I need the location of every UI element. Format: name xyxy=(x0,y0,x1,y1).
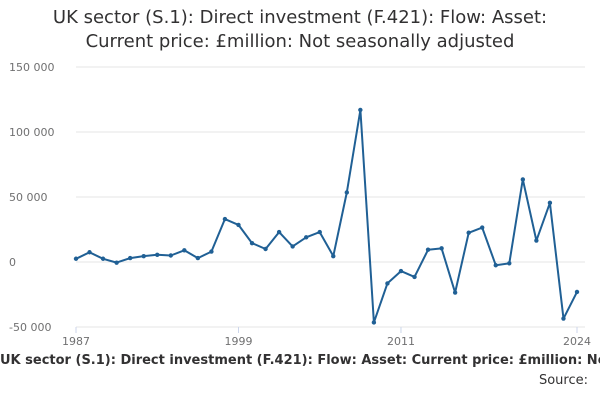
data-point[interactable] xyxy=(547,200,553,206)
data-point[interactable] xyxy=(114,260,119,265)
data-point[interactable] xyxy=(290,244,295,249)
data-point[interactable] xyxy=(222,216,228,222)
data-point[interactable] xyxy=(439,246,444,251)
data-point[interactable] xyxy=(127,255,133,261)
data-point[interactable] xyxy=(168,253,173,258)
data-point[interactable] xyxy=(574,289,580,295)
data-point[interactable] xyxy=(385,281,390,286)
data-point[interactable] xyxy=(100,256,106,261)
data-point[interactable] xyxy=(371,320,377,325)
data-points xyxy=(73,107,580,325)
data-point[interactable] xyxy=(317,229,322,235)
x-tick-label: 2024 xyxy=(563,335,591,348)
chart-title-line-2: Current price: £million: Not seasonally … xyxy=(85,31,515,52)
series-layer xyxy=(75,108,578,324)
y-tick-label: 50 000 xyxy=(9,191,48,204)
grid-lines xyxy=(76,66,585,328)
data-point[interactable] xyxy=(561,316,566,321)
x-tick-label: 1999 xyxy=(224,335,252,348)
data-point[interactable] xyxy=(425,247,431,252)
source-label: Source: xyxy=(538,373,588,388)
data-point[interactable] xyxy=(263,246,268,252)
data-point[interactable] xyxy=(520,177,526,182)
chart-title: UK sector (S.1): Direct investment (F.42… xyxy=(0,6,600,54)
data-point[interactable] xyxy=(155,252,160,258)
data-point[interactable] xyxy=(452,290,458,295)
x-tick-label: 1987 xyxy=(62,335,90,348)
series-line xyxy=(75,108,578,324)
data-point[interactable] xyxy=(480,225,485,230)
data-point[interactable] xyxy=(87,250,92,255)
data-point[interactable] xyxy=(209,249,214,254)
x-axis-ticks: 1987 1999 2011 2024 xyxy=(62,327,591,348)
data-point[interactable] xyxy=(412,274,417,280)
data-point[interactable] xyxy=(249,240,255,246)
data-point[interactable] xyxy=(182,248,187,253)
y-tick-label: 100 000 xyxy=(9,126,55,139)
data-point[interactable] xyxy=(195,255,201,261)
data-point[interactable] xyxy=(331,253,336,259)
chart-title-line-1: UK sector (S.1): Direct investment (F.42… xyxy=(52,7,548,28)
data-point[interactable] xyxy=(303,235,309,240)
data-point[interactable] xyxy=(534,238,539,243)
y-tick-label: 150 000 xyxy=(9,61,55,74)
x-axis-title: UK sector (S.1): Direct investment (F.42… xyxy=(0,353,600,368)
y-tick-label: 0 xyxy=(9,256,16,269)
data-point[interactable] xyxy=(141,253,146,259)
data-point[interactable] xyxy=(236,222,241,228)
y-tick-label: -50 000 xyxy=(9,321,51,334)
data-point[interactable] xyxy=(493,263,498,268)
data-point[interactable] xyxy=(276,229,282,235)
data-point[interactable] xyxy=(358,107,363,113)
data-point[interactable] xyxy=(398,268,404,274)
data-point[interactable] xyxy=(466,230,471,235)
data-point[interactable] xyxy=(507,261,512,266)
x-tick-label: 2011 xyxy=(387,335,415,348)
y-axis-ticks: 150 000 100 000 50 000 0 -50 000 xyxy=(9,61,55,334)
data-point[interactable] xyxy=(73,256,79,261)
data-point[interactable] xyxy=(344,190,350,195)
